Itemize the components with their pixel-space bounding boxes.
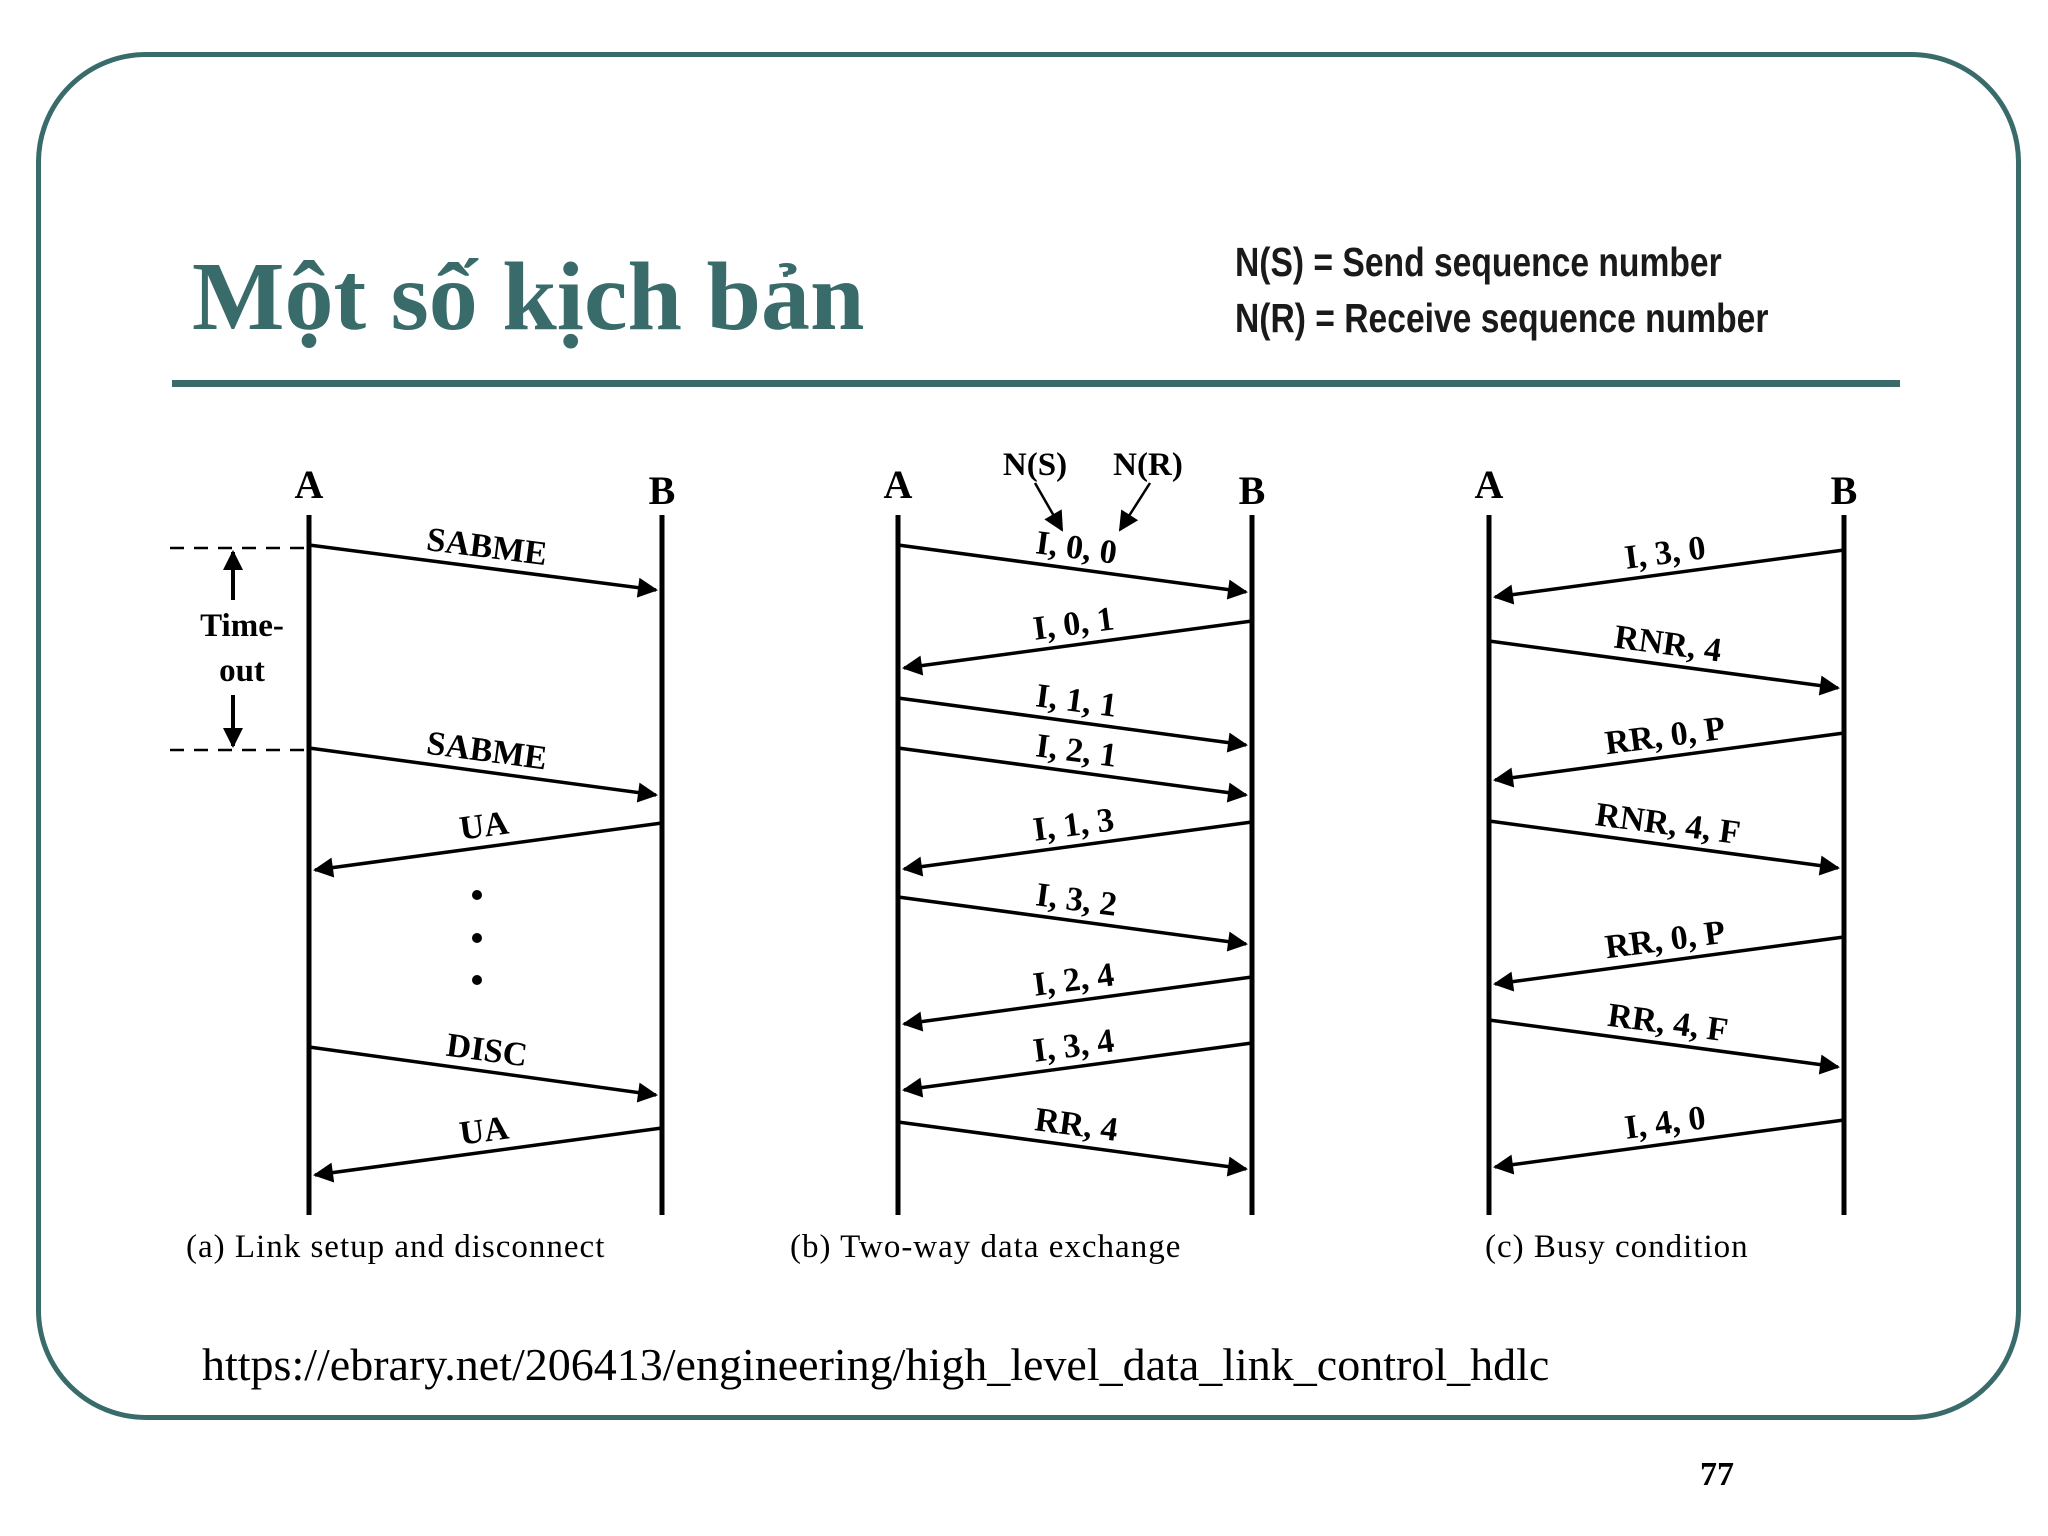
message-ua: UA — [313, 804, 663, 878]
source-url[interactable]: https://ebrary.net/206413/engineering/hi… — [202, 1339, 1550, 1390]
diagram-c: A B I, 3, 0 RNR, 4 RR, 0, P RNR, 4, F RR, 0, P… — [1475, 462, 1858, 1265]
slide-title: Một số kịch bản — [192, 243, 865, 351]
legend: N(S) = Send sequence number N(R) = Recei… — [1235, 234, 1768, 346]
station-b-label: B — [1831, 468, 1858, 513]
station-a-label: A — [1475, 462, 1504, 507]
message-label: SABME — [425, 521, 550, 573]
message-arrow — [897, 543, 1248, 600]
page-number: 77 — [1700, 1456, 1734, 1493]
message-rnr-4: RNR, 4 — [1488, 619, 1840, 696]
message-arrow — [1488, 1018, 1840, 1075]
message-arrow — [308, 746, 658, 803]
field-label-nr: N(R) — [1113, 447, 1183, 483]
field-label-ns: N(S) — [1003, 447, 1067, 483]
message-rnr-4-f: RNR, 4, F — [1488, 796, 1840, 876]
continuation-dot — [472, 933, 482, 943]
message-arrow — [1493, 935, 1845, 992]
slide-frame — [36, 52, 2021, 1420]
legend-line-nr: N(R) = Receive sequence number — [1235, 295, 1769, 341]
station-b-label: B — [649, 468, 676, 513]
station-a-label: A — [295, 462, 324, 507]
message-label: UA — [457, 804, 511, 847]
field-pointer-nr — [1118, 482, 1152, 532]
timeout-label-line2: out — [219, 653, 265, 689]
message-arrow — [902, 975, 1253, 1032]
message-rr-0-p: RR, 0, P — [1493, 914, 1845, 992]
message-i-2-1: I, 2, 1 — [897, 727, 1248, 803]
field-pointer-ns — [1033, 482, 1064, 532]
message-i-3-0: I, 3, 0 — [1493, 529, 1845, 605]
message-label: RR, 0, P — [1603, 914, 1728, 967]
diagram-b: A BI, 0, 0I, 0, 1I, 1, 1I, 2, 1I, 1, 3I, … — [790, 447, 1265, 1265]
message-arrow — [897, 895, 1248, 952]
message-label: UA — [457, 1109, 511, 1152]
message-arrow — [902, 1041, 1253, 1098]
station-b-label: B — [1239, 468, 1266, 513]
message-arrow — [308, 1045, 658, 1103]
message-arrow — [313, 1126, 663, 1183]
message-i-1-1: I, 1, 1 — [897, 677, 1248, 753]
message-ua: UA — [313, 1109, 663, 1183]
message-label: RNR, 4 — [1612, 619, 1724, 670]
title-rule — [172, 380, 1900, 387]
message-arrow — [1488, 819, 1840, 876]
message-arrow — [897, 1120, 1248, 1177]
message-arrow — [897, 696, 1248, 753]
legend-line-ns: N(S) = Send sequence number — [1235, 239, 1722, 285]
message-arrow — [902, 820, 1253, 877]
station-a-label: A — [884, 462, 913, 507]
diagram-caption: (c) Busy condition — [1485, 1229, 1749, 1265]
message-sabme: SABME — [308, 521, 658, 598]
message-arrow — [1493, 731, 1845, 788]
message-i-3-4: I, 3, 4 — [902, 1022, 1253, 1098]
message-i-3-2: I, 3, 2 — [897, 876, 1248, 952]
message-arrow — [1493, 548, 1845, 605]
message-i-4-0: I, 4, 0 — [1493, 1099, 1845, 1175]
message-i-0-1: I, 0, 1 — [902, 600, 1253, 676]
message-rr-4-f: RR, 4, F — [1488, 997, 1840, 1075]
diagram-caption: (a) Link setup and disconnect — [186, 1229, 605, 1265]
message-arrow — [897, 746, 1248, 803]
message-label: RR, 4, F — [1606, 997, 1731, 1050]
message-arrow — [1493, 1118, 1845, 1175]
message-arrow — [313, 821, 663, 878]
message-i-2-4: I, 2, 4 — [902, 956, 1253, 1032]
continuation-dot — [472, 890, 482, 900]
message-rr-0-p: RR, 0, P — [1493, 710, 1845, 788]
timeout-label-line1: Time- — [200, 608, 284, 644]
message-label: RR, 0, P — [1603, 710, 1728, 763]
message-arrow — [308, 543, 658, 598]
message-rr-4: RR, 4 — [897, 1101, 1248, 1177]
message-arrow — [902, 619, 1253, 676]
message-i-0-0: I, 0, 0 — [897, 524, 1248, 600]
message-label: SABME — [425, 725, 550, 778]
continuation-dot — [472, 975, 482, 985]
message-arrow — [1488, 639, 1840, 696]
message-disc: DISC — [308, 1027, 658, 1103]
message-sabme: SABME — [308, 725, 658, 803]
message-i-1-3: I, 1, 3 — [902, 801, 1253, 877]
diagram-caption: (b) Two-way data exchange — [790, 1229, 1181, 1265]
diagram-a: A B SABME SABME UA DISC UA (a) Link setup and d… — [170, 462, 675, 1265]
